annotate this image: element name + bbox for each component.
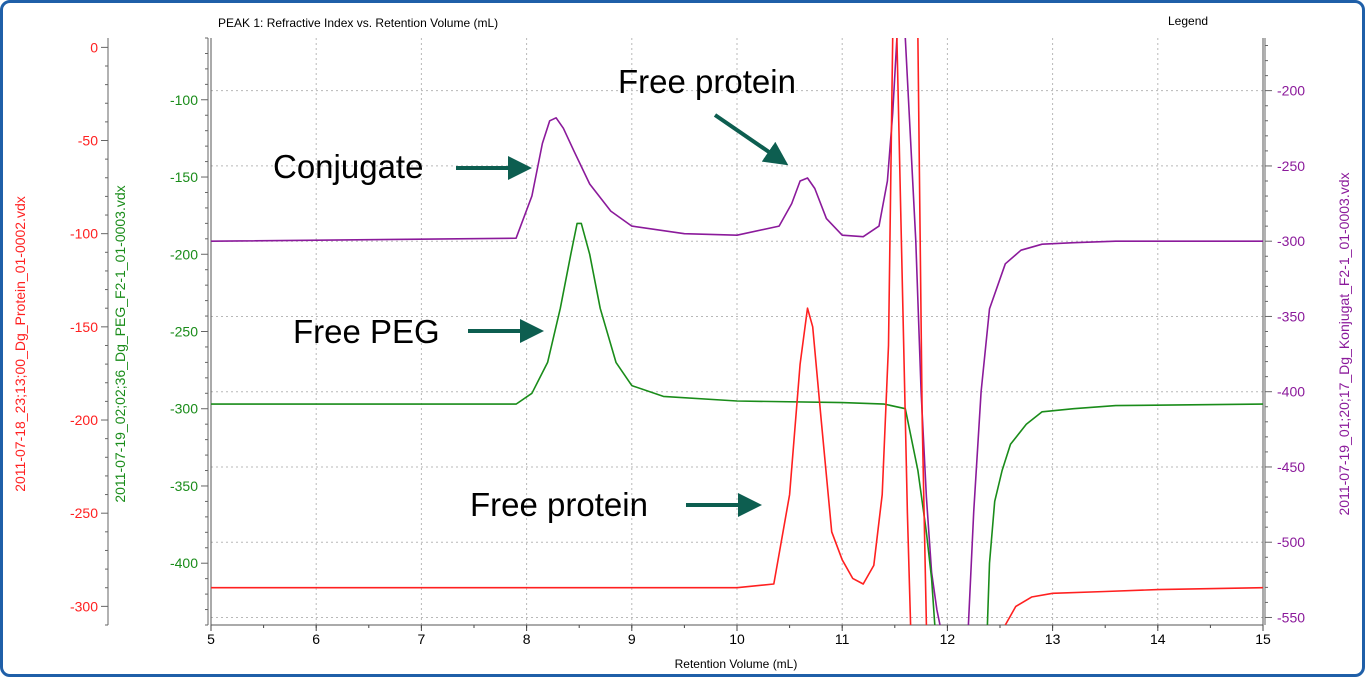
red-series-line [1004,586,1263,625]
x-tick-label: 8 [523,631,531,647]
green-y-tick-label: -350 [170,478,198,494]
red-y-tick-label: -150 [70,319,98,335]
chromatogram-chart: 5 6 7 8 9 10 11 12 13 14 15 0 -50 -100 -150 -200 -250 -30… [12,14,1352,671]
red-y-tick-label: -50 [78,132,98,148]
purple-y-tick-label: -450 [1277,459,1305,475]
legend-label[interactable]: Legend [1168,14,1208,28]
annotation-arrow [713,113,789,166]
x-tick-label: 11 [835,631,850,647]
purple-y-tick-label: -200 [1277,83,1305,99]
purple-axis-label: 2011-07-19_01;20;17_Dg_Konjugat_F2-1_01-… [1336,172,1352,515]
x-axis-label: Retention Volume (mL) [675,657,798,671]
green-y-tick-label: -300 [170,401,198,417]
purple-y-tick-label: -250 [1277,158,1305,174]
annotation-label: Free protein [618,63,796,100]
green-y-tick-label: -250 [170,324,198,340]
red-y-tick-label: -250 [70,505,98,521]
purple-y-tick-label: -550 [1277,609,1305,625]
purple-series-line [967,240,1263,625]
x-tick-label: 6 [312,631,320,647]
x-tick-label: 5 [207,631,215,647]
series-layer [211,38,1263,625]
green-y-tick-label: -100 [170,92,198,108]
x-tick-label: 10 [729,631,745,647]
purple-y-tick-label: -350 [1277,308,1305,324]
purple-y-tick-label: -300 [1277,233,1305,249]
axes: 5 6 7 8 9 10 11 12 13 14 15 0 -50 -100 -150 -200 -250 -30… [70,37,1305,647]
x-tick-label: 15 [1255,631,1271,647]
green-series-line [986,403,1263,625]
annotation-label: Conjugate [273,148,423,185]
purple-y-tick-label: -400 [1277,384,1305,400]
red-y-tick-label: 0 [90,39,98,55]
x-tick-label: 7 [418,631,426,647]
green-y-tick-label: -400 [170,555,198,571]
chart-title: PEAK 1: Refractive Index vs. Retention V… [218,16,498,30]
x-tick-label: 9 [628,631,636,647]
red-series-line [211,38,894,589]
green-y-tick-label: -200 [170,246,198,262]
x-tick-label: 13 [1045,631,1061,647]
red-axis-label: 2011-07-18_23;13;00_Dg_Protein_01-0002.v… [12,196,28,492]
red-y-tick-label: -300 [70,598,98,614]
annotation-label: Free PEG [293,313,440,350]
purple-series-line [904,38,941,625]
red-y-tick-label: -100 [70,226,98,242]
red-series-line [896,38,912,625]
green-y-tick-label: -150 [170,169,198,185]
red-series-line [917,38,928,625]
purple-y-tick-label: -500 [1277,534,1305,550]
annotations: Free protein Conjugate Free PEG Free protei… [273,63,796,523]
annotation-label: Free protein [470,486,648,523]
green-axis-label: 2011-07-19_02;02;36_Dg_PEG_F2-1_01-0003.… [112,185,128,502]
x-tick-label: 12 [940,631,956,647]
purple-series-line [211,38,898,242]
red-y-tick-label: -200 [70,412,98,428]
green-series-line [211,222,936,625]
x-tick-label: 14 [1150,631,1166,647]
grid [210,38,1264,625]
